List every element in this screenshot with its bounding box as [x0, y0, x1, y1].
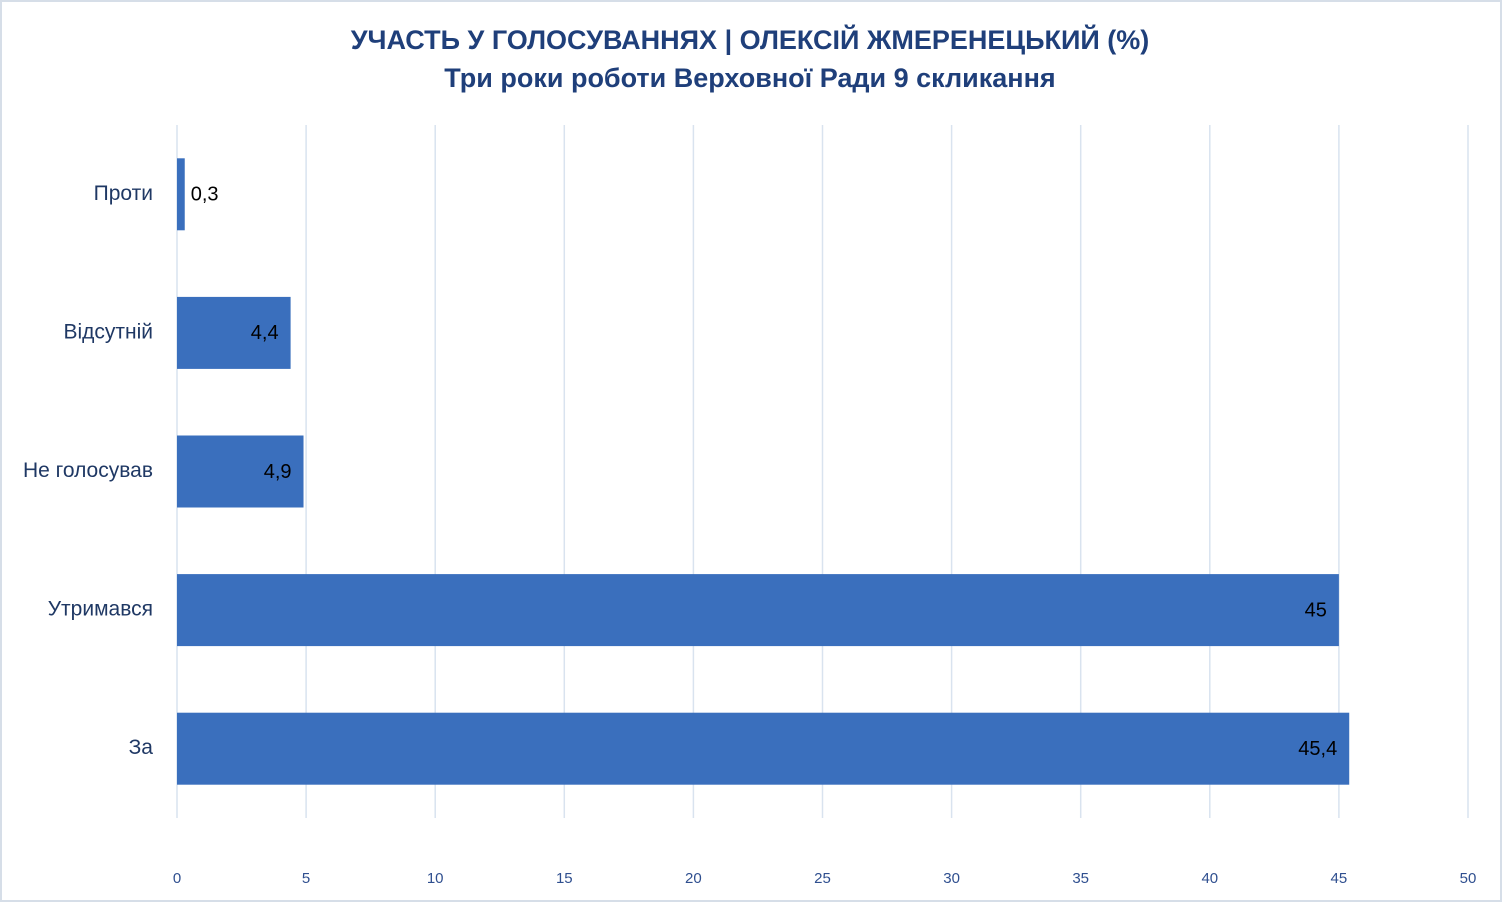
x-tick-label: 50 — [1460, 870, 1477, 887]
x-tick-label: 45 — [1331, 870, 1348, 887]
x-tick-label: 40 — [1201, 870, 1218, 887]
value-label: 45,4 — [1298, 738, 1337, 760]
x-tick-label: 30 — [943, 870, 960, 887]
x-tick-label: 25 — [814, 870, 831, 887]
y-tick-label: За — [129, 736, 154, 759]
y-tick-label: Проти — [94, 182, 153, 205]
chart-title: УЧАСТЬ У ГОЛОСУВАННЯХ | ОЛЕКСІЙ ЖМЕРЕНЕЦ… — [351, 24, 1150, 55]
value-label: 4,4 — [251, 322, 279, 344]
y-tick-label: Не голосував — [23, 459, 153, 482]
bar — [177, 158, 185, 231]
bar — [177, 435, 304, 508]
y-tick-label: Відсутній — [63, 320, 153, 343]
x-tick-label: 10 — [427, 870, 444, 887]
x-tick-label: 5 — [302, 870, 310, 887]
value-label: 0,3 — [191, 184, 219, 206]
x-tick-label: 15 — [556, 870, 573, 887]
value-label: 45 — [1305, 599, 1327, 621]
y-tick-label: Утримався — [48, 598, 153, 621]
bar — [177, 712, 1350, 785]
value-label: 4,9 — [264, 461, 292, 483]
x-tick-label: 20 — [685, 870, 702, 887]
chart-subtitle: Три роки роботи Верховної Ради 9 скликан… — [444, 63, 1055, 93]
x-tick-label: 0 — [173, 870, 181, 887]
bar — [177, 574, 1339, 647]
x-tick-label: 35 — [1072, 870, 1089, 887]
bar — [177, 296, 291, 369]
